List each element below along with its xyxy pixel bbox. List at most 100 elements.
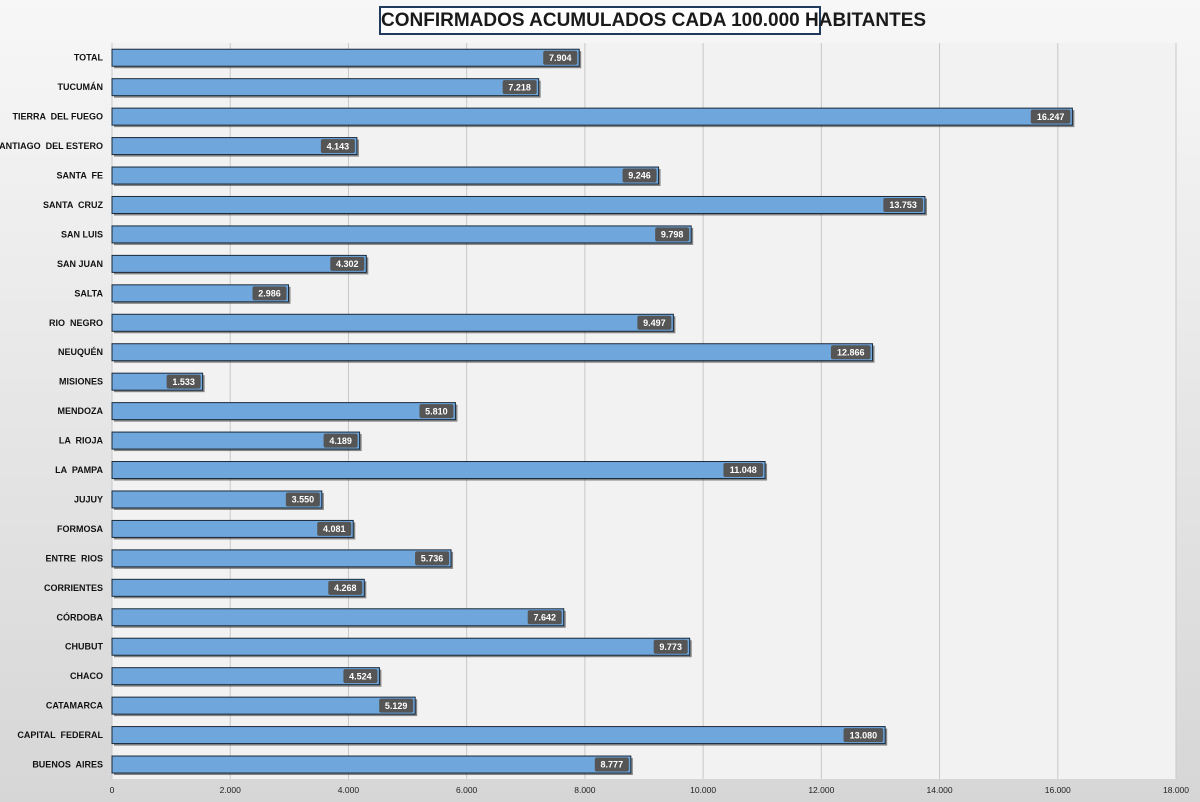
data-label-bg bbox=[843, 728, 884, 743]
data-label-bg bbox=[320, 139, 355, 154]
data-label-bg bbox=[317, 521, 352, 536]
x-tick-label: 12.000 bbox=[808, 785, 834, 795]
x-tick-label: 8.000 bbox=[574, 785, 596, 795]
data-label-bg bbox=[653, 639, 688, 654]
bar bbox=[111, 225, 692, 244]
bar bbox=[111, 431, 361, 450]
category-label: CHACO bbox=[70, 671, 103, 681]
data-label-bg bbox=[328, 580, 363, 595]
data-label-bg bbox=[330, 256, 365, 271]
bar bbox=[111, 667, 380, 686]
category-label: ENTRE RIOS bbox=[45, 553, 103, 563]
bar bbox=[111, 637, 691, 656]
bar bbox=[111, 313, 674, 332]
bar bbox=[111, 402, 456, 421]
data-label: 4.302 bbox=[336, 259, 359, 269]
category-label: SANTA FE bbox=[57, 171, 104, 181]
category-label: TUCUMÁN bbox=[58, 82, 104, 92]
data-label-bg bbox=[379, 698, 414, 713]
category-label: SAN LUIS bbox=[61, 229, 103, 239]
data-label: 4.524 bbox=[349, 671, 372, 681]
data-label-bg bbox=[323, 433, 358, 448]
x-tick-label: 16.000 bbox=[1045, 785, 1071, 795]
data-label-bg bbox=[543, 50, 578, 65]
category-label: BUENOS AIRES bbox=[32, 760, 103, 770]
data-label: 5.810 bbox=[425, 406, 448, 416]
data-label: 16.247 bbox=[1037, 112, 1065, 122]
bar bbox=[111, 107, 1073, 126]
category-label: TOTAL bbox=[74, 53, 104, 63]
category-label: LA RIOJA bbox=[59, 436, 104, 446]
bar bbox=[111, 755, 632, 774]
category-label: CATAMARCA bbox=[46, 701, 104, 711]
data-label-bg bbox=[594, 757, 629, 772]
data-label: 1.533 bbox=[172, 377, 195, 387]
category-label: FORMOSA bbox=[57, 524, 103, 534]
bar bbox=[111, 284, 290, 303]
data-label-bg bbox=[830, 345, 871, 360]
data-label: 13.753 bbox=[889, 200, 917, 210]
x-tick-label: 10.000 bbox=[690, 785, 716, 795]
bar bbox=[111, 519, 354, 538]
category-label: LA PAMPA bbox=[55, 465, 103, 475]
bar bbox=[111, 608, 565, 627]
category-label: NEUQUÉN bbox=[58, 347, 103, 357]
data-label: 9.497 bbox=[643, 318, 666, 328]
data-label-bg bbox=[502, 80, 537, 95]
x-tick-label: 4.000 bbox=[338, 785, 360, 795]
category-label: SANTIAGO DEL ESTERO bbox=[0, 141, 103, 151]
x-tick-label: 14.000 bbox=[927, 785, 953, 795]
category-label: SALTA bbox=[74, 288, 103, 298]
data-label-bg bbox=[723, 463, 764, 478]
category-label: CÓRDOBA bbox=[57, 611, 104, 622]
category-label: SAN JUAN bbox=[57, 259, 103, 269]
data-label-bg bbox=[419, 404, 454, 419]
data-label: 7.904 bbox=[549, 53, 572, 63]
data-label-bg bbox=[527, 610, 562, 625]
bar bbox=[111, 78, 540, 97]
x-tick-label: 0 bbox=[110, 785, 115, 795]
data-label: 3.550 bbox=[292, 495, 315, 505]
data-label: 13.080 bbox=[850, 730, 878, 740]
data-label: 7.218 bbox=[508, 82, 531, 92]
category-label: CHUBUT bbox=[65, 642, 103, 652]
bar bbox=[111, 578, 365, 597]
bar bbox=[111, 549, 452, 568]
data-label: 4.081 bbox=[323, 524, 346, 534]
data-label: 4.189 bbox=[329, 436, 352, 446]
bar bbox=[111, 195, 926, 214]
data-label: 5.129 bbox=[385, 701, 408, 711]
data-label: 4.143 bbox=[327, 141, 350, 151]
data-label-bg bbox=[637, 315, 672, 330]
bar bbox=[111, 696, 416, 715]
bar bbox=[111, 343, 874, 362]
bar bbox=[111, 137, 358, 156]
x-tick-label: 18.000 bbox=[1163, 785, 1189, 795]
data-label-bg bbox=[166, 374, 201, 389]
data-label-bg bbox=[655, 227, 690, 242]
category-label: CORRIENTES bbox=[44, 583, 103, 593]
data-label: 11.048 bbox=[730, 465, 757, 475]
category-label: TIERRA DEL FUEGO bbox=[12, 112, 103, 122]
chart-title: CONFIRMADOS ACUMULADOS CADA 100.000 HABI… bbox=[379, 6, 926, 35]
data-label-bg bbox=[343, 669, 378, 684]
bar bbox=[111, 490, 323, 509]
category-label: SANTA CRUZ bbox=[43, 200, 103, 210]
bar bbox=[111, 166, 660, 185]
data-label-bg bbox=[1030, 109, 1071, 124]
category-label: CAPITAL FEDERAL bbox=[17, 730, 103, 740]
data-label-bg bbox=[883, 197, 923, 212]
data-label: 2.986 bbox=[258, 289, 281, 299]
x-tick-label: 6.000 bbox=[456, 785, 478, 795]
category-label: RIO NEGRO bbox=[49, 318, 103, 328]
data-label: 7.642 bbox=[533, 612, 556, 622]
data-label-bg bbox=[252, 286, 287, 301]
bar bbox=[111, 726, 886, 745]
bar bbox=[111, 254, 367, 273]
data-label-bg bbox=[285, 492, 320, 507]
category-label: MISIONES bbox=[59, 377, 103, 387]
x-tick-label: 2.000 bbox=[220, 785, 242, 795]
bar bbox=[111, 48, 580, 67]
data-label: 8.777 bbox=[601, 760, 624, 770]
